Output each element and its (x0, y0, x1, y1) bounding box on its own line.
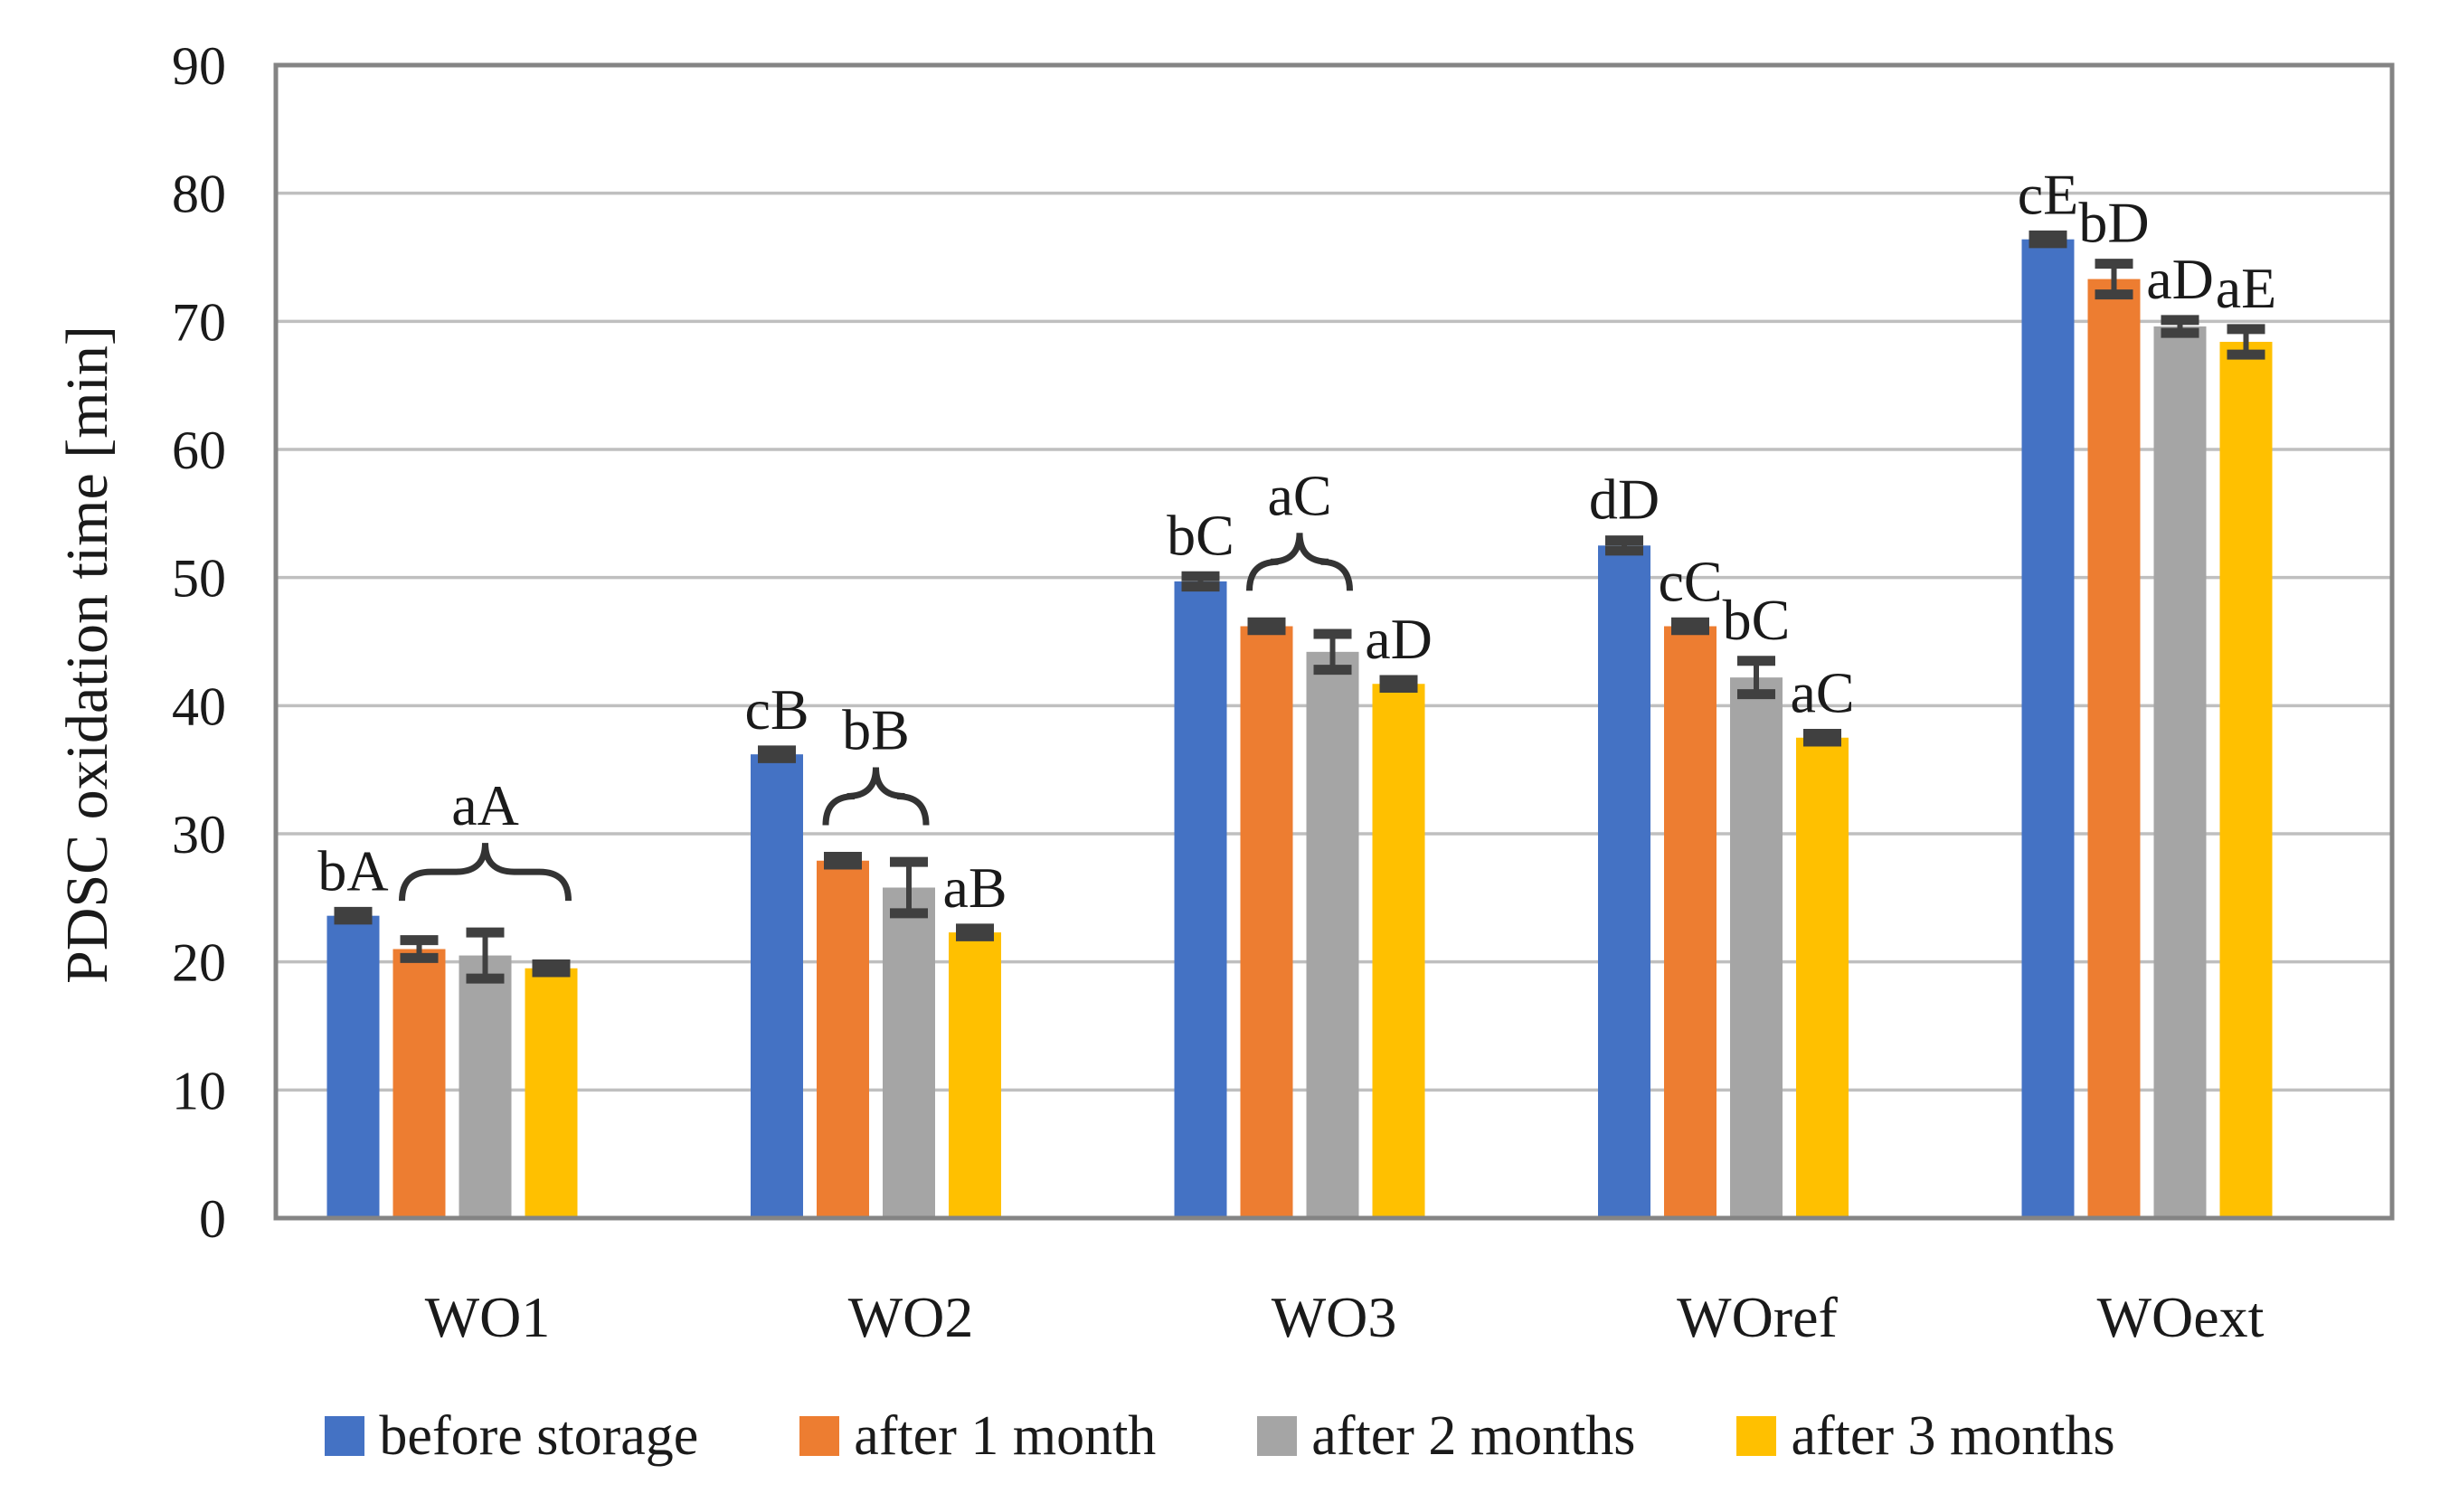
bar-wo1-after-3-months (525, 968, 578, 1218)
legend-item-after-1-month: after 1 month (799, 1408, 1156, 1464)
legend-swatch-after-1-month (799, 1416, 840, 1456)
annotation-cE-woext: cE (2018, 162, 2079, 226)
x-category-label-wo1: WO1 (425, 1285, 551, 1349)
legend-label-after-2-months: after 2 months (1311, 1405, 1636, 1467)
bar-wo3-after-3-months (1372, 684, 1425, 1218)
legend-item-after-2-months: after 2 months (1257, 1408, 1635, 1464)
x-category-label-woref: WOref (1677, 1285, 1838, 1349)
bar-woext-before-storage (2021, 239, 2075, 1219)
y-tick-label-0: 0 (199, 1189, 226, 1249)
annotation-aD-woext: aD (2146, 247, 2214, 311)
annotation-aA-wo1: aA (451, 773, 519, 837)
legend-swatch-before-storage (325, 1416, 365, 1456)
brace-wo3 (1246, 533, 1353, 591)
bar-wo2-before-storage (751, 754, 803, 1218)
annotation-bA-wo1: bA (317, 838, 388, 902)
legend-swatch-after-3-months (1736, 1416, 1777, 1456)
bar-woext-after-1-month (2087, 279, 2141, 1218)
legend-label-before-storage: before storage (379, 1405, 699, 1467)
annotation-aC-wo3: aC (1267, 463, 1331, 527)
bar-woref-after-1-month (1664, 626, 1717, 1218)
legend: before storage after 1 month after 2 month… (0, 1382, 2440, 1490)
bar-wo2-after-1-month (817, 860, 869, 1218)
plot-border (273, 62, 2395, 1221)
y-tick-label-50: 50 (172, 549, 226, 609)
legend-swatch-after-2-months (1257, 1416, 1298, 1456)
annotation-aE-woext: aE (2216, 256, 2277, 320)
bar-wo3-before-storage (1174, 581, 1227, 1218)
bar-woref-after-3-months (1796, 737, 1849, 1218)
y-tick-label-30: 30 (172, 805, 226, 865)
legend-item-before-storage: before storage (325, 1408, 698, 1464)
annotation-aD-wo3: aD (1365, 607, 1433, 671)
bar-wo3-after-1-month (1240, 626, 1293, 1218)
annotation-bC-wo3: bC (1167, 503, 1234, 567)
bar-wo1-before-storage (326, 915, 380, 1218)
y-tick-label-70: 70 (172, 292, 226, 352)
y-tick-label-20: 20 (172, 933, 226, 993)
bar-wo3-after-2-months (1306, 651, 1359, 1218)
y-tick-label-80: 80 (172, 165, 226, 224)
y-axis-title: PDSC oxidation time [min] (54, 326, 120, 984)
annotation-bD-woext: bD (2078, 191, 2149, 255)
bar-wo2-after-3-months (949, 932, 1001, 1218)
brace-wo1 (399, 842, 572, 902)
annotation-aC-woref: aC (1790, 661, 1854, 725)
plot-border-layer (273, 62, 2395, 1221)
error-bars-layer (334, 230, 2265, 984)
annotation-cB-wo2: cB (744, 677, 809, 742)
y-tick-label-40: 40 (172, 676, 226, 736)
legend-label-after-3-months: after 3 months (1791, 1405, 2115, 1467)
annotation-cC-woref: cC (1658, 549, 1722, 613)
y-tick-label-90: 90 (172, 36, 226, 96)
y-tick-label-10: 10 (172, 1061, 226, 1120)
x-category-label-wo3: WO3 (1272, 1285, 1397, 1349)
legend-label-after-1-month: after 1 month (854, 1405, 1157, 1467)
x-category-label-wo2: WO2 (848, 1285, 974, 1349)
x-category-label-woext: WOext (2097, 1285, 2265, 1349)
annotation-bC-woref: bC (1723, 588, 1791, 652)
bar-woref-after-2-months (1730, 677, 1783, 1218)
y-tick-label-60: 60 (172, 421, 226, 480)
annotation-bB-wo2: bB (842, 698, 910, 762)
bar-woref-before-storage (1598, 545, 1650, 1218)
bar-wo1-after-1-month (392, 949, 446, 1218)
annotation-dD-woref: dD (1589, 468, 1660, 532)
bars-layer (326, 239, 2273, 1219)
bar-woext-after-2-months (2153, 326, 2207, 1218)
annotation-aB-wo2: aB (942, 855, 1007, 920)
axis-labels-layer: 0 10 20 30 40 50 60 70 80 90 WO1 WO2 WO3 WOref WOext (172, 36, 2265, 1349)
bar-wo2-after-2-months (883, 887, 935, 1218)
legend-item-after-3-months: after 3 months (1736, 1405, 2115, 1467)
bar-wo1-after-2-months (459, 955, 512, 1218)
bar-woext-after-3-months (2219, 342, 2273, 1218)
brace-wo2 (822, 767, 930, 826)
